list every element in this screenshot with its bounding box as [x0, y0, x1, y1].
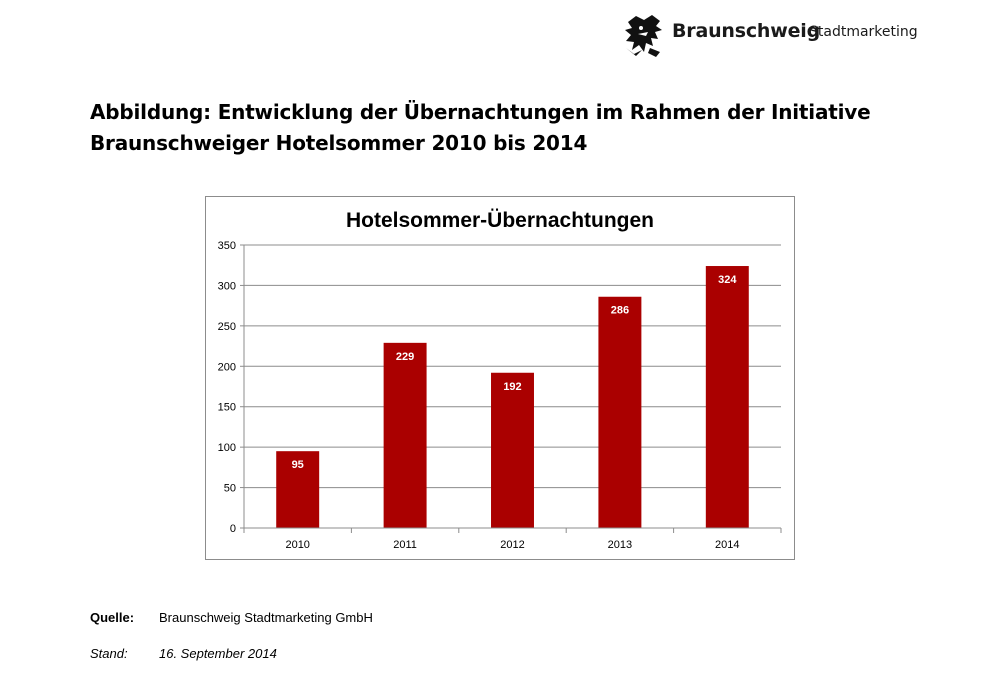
x-tick-label: 2011 [393, 539, 417, 551]
x-tick-label: 2012 [500, 539, 524, 551]
chart-frame: Hotelsommer-Übernachtungen 95 229 192 286 32… [205, 196, 795, 560]
x-tick-label: 2010 [285, 539, 309, 551]
y-tick-label: 0 [230, 523, 236, 535]
bar-2010 [276, 451, 320, 528]
bar-2012 [491, 372, 534, 528]
y-tick-label: 50 [224, 483, 236, 495]
y-tick-label: 250 [218, 321, 236, 333]
logo: Braunschweig Stadtmarketing [622, 10, 922, 60]
page-title-line-1: Abbildung: Entwicklung der Übernachtunge… [90, 100, 871, 124]
logo-name: Braunschweig [672, 20, 820, 42]
bar-value-label: 95 [292, 459, 304, 471]
bar-2013 [598, 296, 642, 528]
y-tick-label: 100 [218, 442, 236, 454]
x-tick-label: 2014 [715, 539, 739, 551]
chart-title: Hotelsommer-Übernachtungen [346, 209, 654, 232]
source-label: Quelle: [90, 610, 135, 625]
page-title-line-2: Braunschweiger Hotelsommer 2010 bis 2014 [90, 131, 588, 155]
bar-value-label: 229 [396, 351, 414, 363]
logo-subtitle: Stadtmarketing [809, 24, 918, 40]
bar-value-label: 192 [503, 381, 521, 393]
date-value: 16. September 2014 [159, 646, 277, 661]
lion-emblem-icon [625, 15, 662, 57]
source-value: Braunschweig Stadtmarketing GmbH [159, 610, 373, 625]
y-tick-label: 150 [218, 402, 236, 414]
x-tick-label: 2013 [608, 539, 632, 551]
bar-value-label: 324 [718, 274, 737, 286]
bar-2011 [383, 342, 427, 528]
y-tick-label: 350 [218, 240, 236, 252]
y-tick-label: 200 [218, 361, 236, 373]
bar-2014 [705, 266, 749, 528]
y-tick-label: 300 [218, 280, 236, 292]
bar-value-label: 286 [611, 305, 629, 317]
page-title: Abbildung: Entwicklung der Übernachtunge… [90, 97, 950, 159]
date-label: Stand: [90, 646, 128, 661]
bar-chart: Hotelsommer-Übernachtungen 95 229 192 286 32… [218, 209, 782, 551]
